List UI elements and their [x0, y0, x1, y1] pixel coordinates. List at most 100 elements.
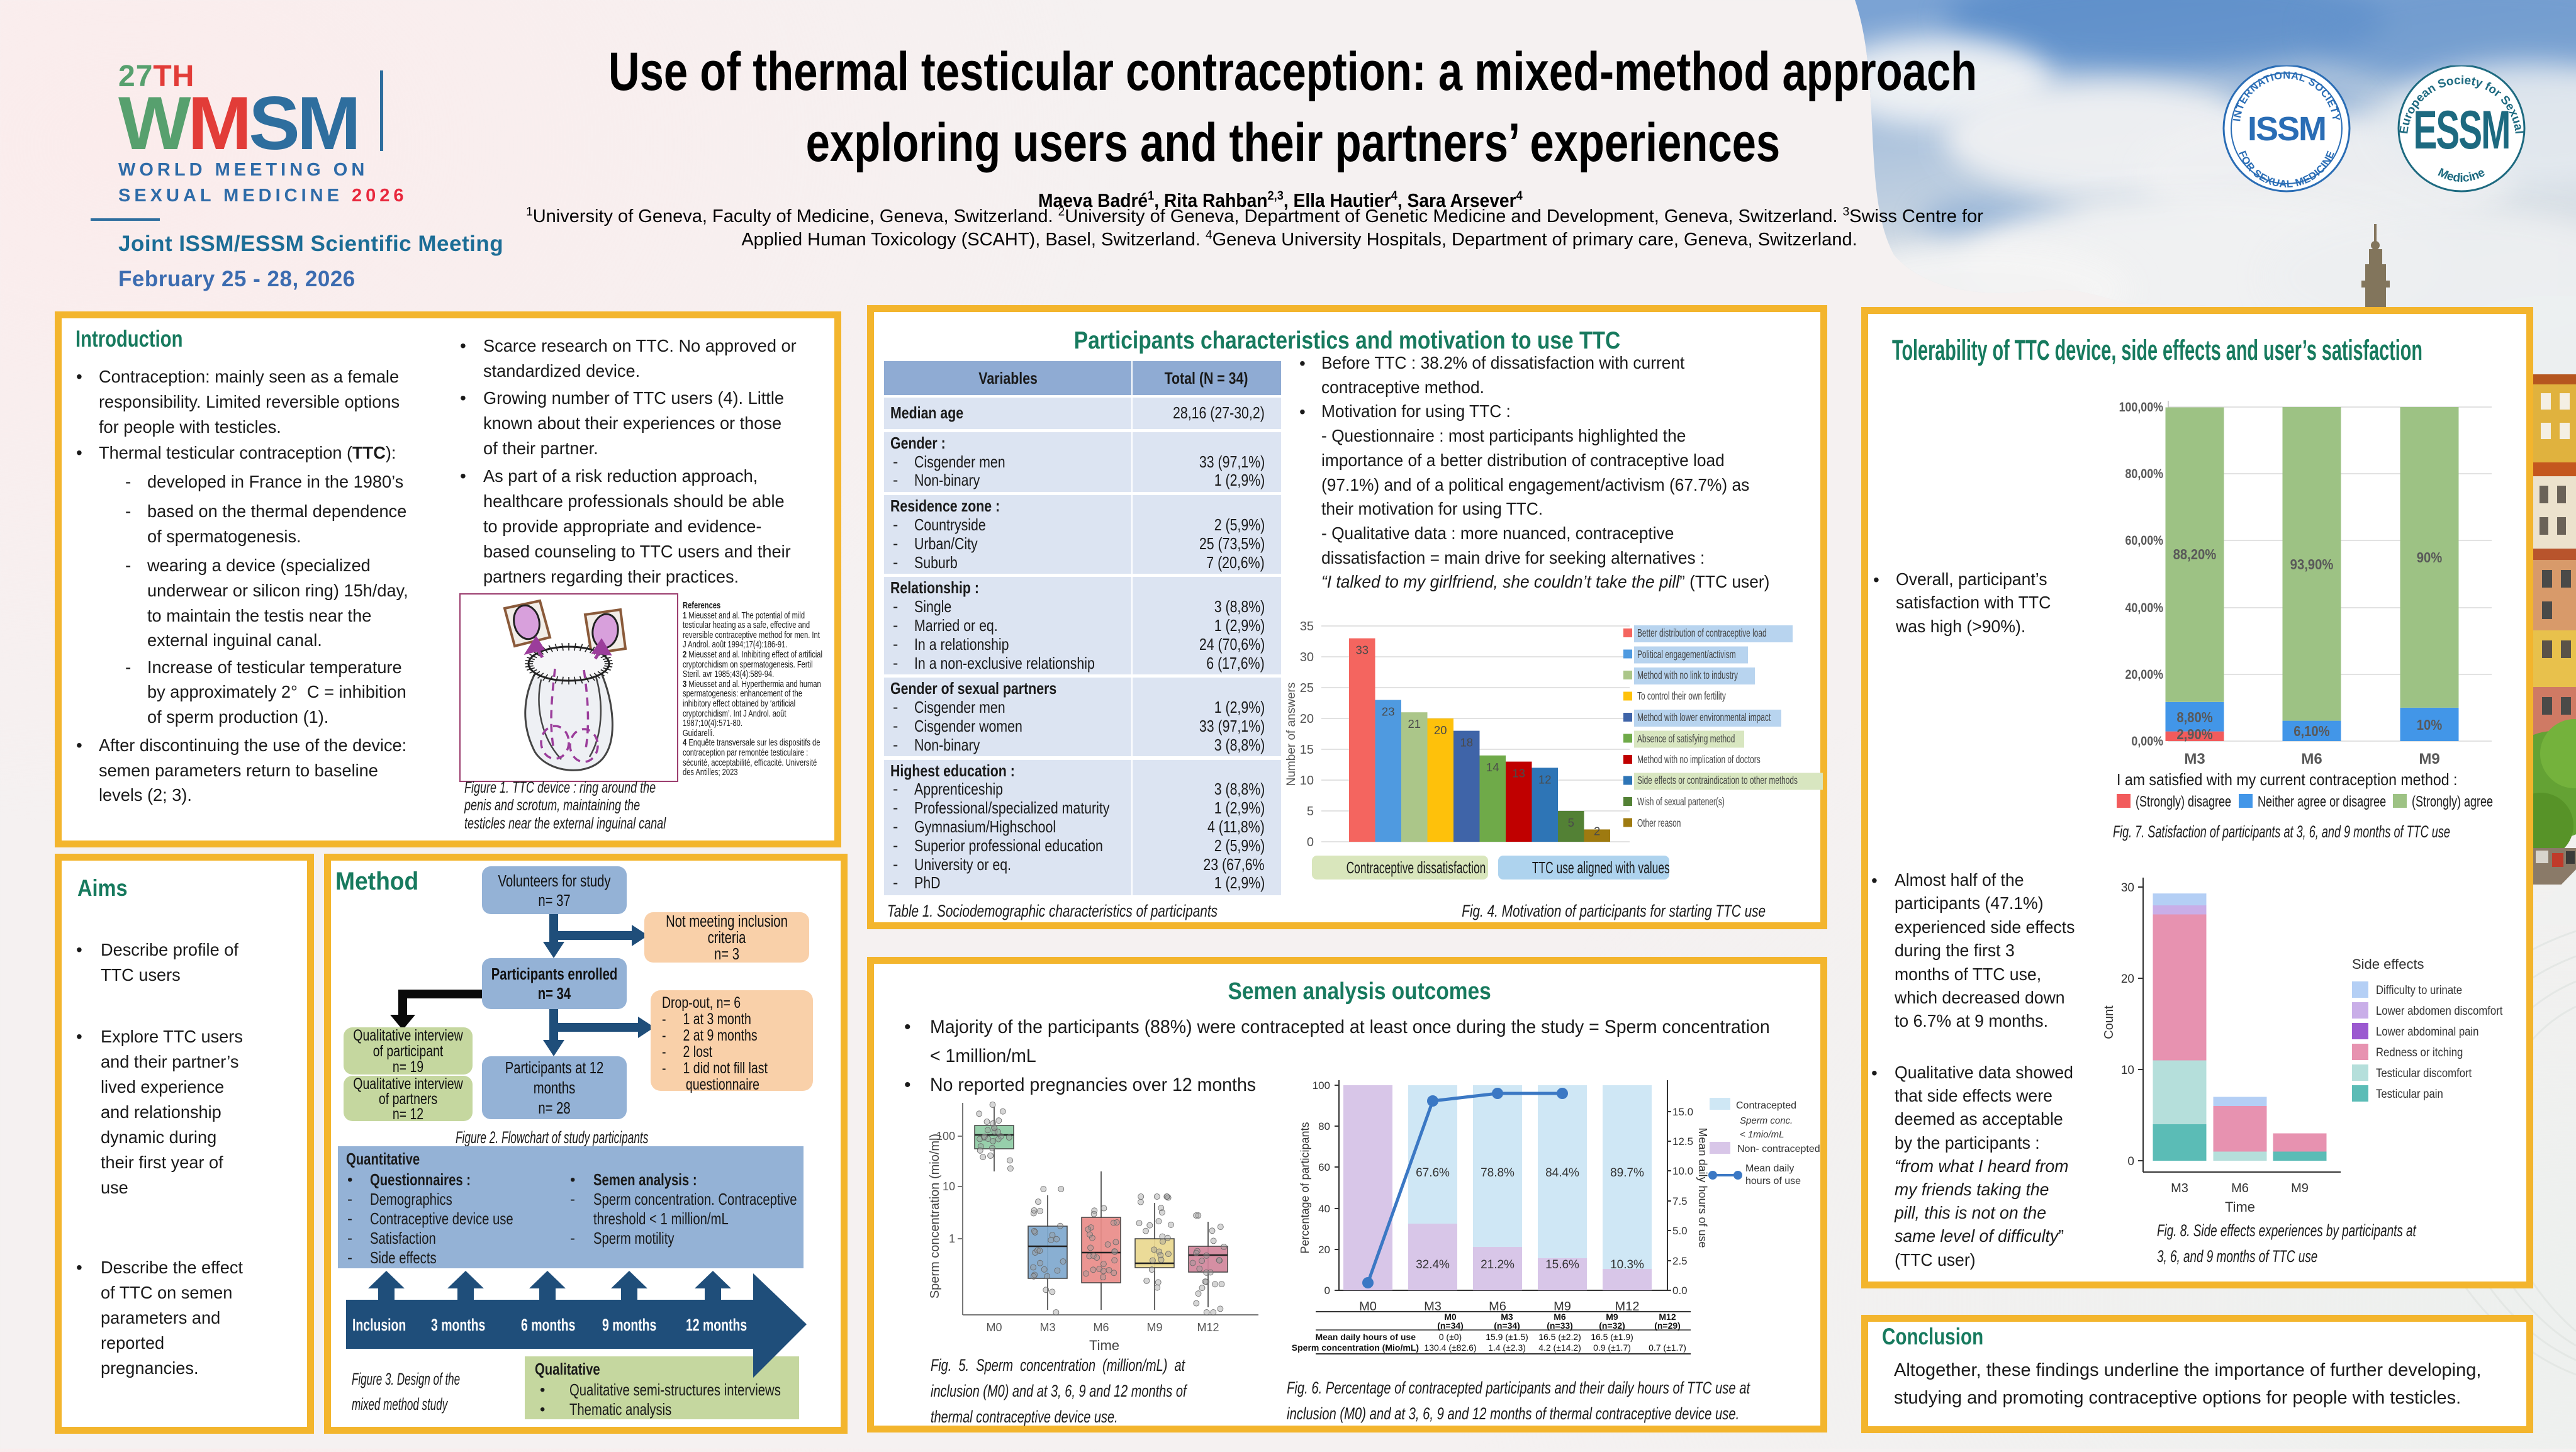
svg-text:(n=32): (n=32) [1599, 1321, 1625, 1331]
svg-text:20: 20 [1300, 712, 1314, 726]
svg-text:Time: Time [2225, 1199, 2255, 1215]
svg-text:16.5 (±2.2): 16.5 (±2.2) [1538, 1332, 1581, 1342]
svg-text:32.4%: 32.4% [1416, 1258, 1450, 1271]
svg-text:M3: M3 [1039, 1321, 1055, 1334]
svg-text:6 months: 6 months [521, 1315, 575, 1334]
svg-text:16.5 (±1.9): 16.5 (±1.9) [1591, 1332, 1633, 1342]
svg-text:78.8%: 78.8% [1481, 1166, 1515, 1180]
svg-text:100: 100 [1313, 1080, 1330, 1092]
svg-text:15.6%: 15.6% [1545, 1258, 1579, 1271]
svg-text:Qualitative interview: Qualitative interview [353, 1027, 463, 1044]
svg-text:4.2 (±14.2): 4.2 (±14.2) [1538, 1343, 1581, 1353]
svg-text:- 1 at 3 month: - 1 at 3 month [662, 1010, 751, 1028]
svg-text:90%: 90% [2417, 549, 2443, 566]
svg-text:20: 20 [2121, 973, 2134, 986]
svg-text:Non- contracepted: Non- contracepted [1737, 1144, 1820, 1154]
svg-text:0: 0 [1307, 835, 1314, 849]
svg-text:Redness or itching: Redness or itching [2376, 1046, 2463, 1059]
svg-text:5: 5 [1307, 805, 1314, 818]
svg-text:n= 28: n= 28 [538, 1099, 570, 1117]
svg-text:12: 12 [1538, 773, 1552, 786]
svg-text:Contracepted: Contracepted [1736, 1100, 1796, 1111]
svg-text:Other reason: Other reason [1637, 817, 1681, 830]
svg-text:80: 80 [1318, 1120, 1330, 1132]
svg-text:21: 21 [1408, 717, 1421, 730]
svg-text:Count: Count [2102, 1005, 2116, 1039]
svg-text:Side effects: Side effects [2352, 956, 2424, 972]
svg-text:(n=29): (n=29) [1654, 1321, 1681, 1331]
svg-text:M3: M3 [1501, 1312, 1513, 1322]
svg-text:hours of use: hours of use [1745, 1176, 1801, 1187]
svg-text:M0: M0 [1444, 1312, 1457, 1322]
svg-text:Participants at 12: Participants at 12 [505, 1059, 604, 1077]
svg-text:M0: M0 [1359, 1300, 1377, 1314]
svg-text:6,10%: 6,10% [2293, 723, 2329, 740]
svg-text:3 months: 3 months [431, 1315, 485, 1334]
svg-text:21.2%: 21.2% [1481, 1258, 1515, 1271]
svg-text:0: 0 [1324, 1285, 1330, 1297]
svg-text:M6: M6 [2231, 1181, 2249, 1195]
svg-text:M6: M6 [1554, 1312, 1566, 1322]
svg-text:M9: M9 [2291, 1181, 2309, 1195]
svg-text:(n=34): (n=34) [1494, 1321, 1520, 1331]
svg-text:ESSM: ESSM [2414, 100, 2510, 160]
svg-text:30: 30 [1300, 651, 1314, 664]
svg-text:M9: M9 [1606, 1312, 1618, 1322]
svg-text:(n=33): (n=33) [1547, 1321, 1573, 1331]
svg-text:25: 25 [1300, 681, 1314, 695]
svg-text:10%: 10% [2417, 717, 2443, 734]
svg-text:M3: M3 [2171, 1181, 2188, 1195]
svg-text:Absence of satisfying method: Absence of satisfying method [1637, 733, 1735, 746]
svg-text:20: 20 [1318, 1244, 1330, 1256]
svg-text:questionnaire: questionnaire [662, 1076, 759, 1093]
svg-text:20,00%: 20,00% [2125, 667, 2163, 683]
svg-text:Sperm concentration (Mio/mL): Sperm concentration (Mio/mL) [1292, 1343, 1419, 1353]
svg-text:- 1 did not fill last: - 1 did not fill last [662, 1059, 768, 1077]
svg-text:< 1mio/mL: < 1mio/mL [1740, 1129, 1784, 1140]
svg-text:40: 40 [1318, 1203, 1330, 1215]
svg-text:89.7%: 89.7% [1610, 1166, 1644, 1180]
svg-text:n= 34: n= 34 [538, 985, 571, 1003]
svg-text:15: 15 [1300, 743, 1314, 757]
svg-text:0.0: 0.0 [1672, 1285, 1688, 1297]
svg-text:0.7 (±1.7): 0.7 (±1.7) [1649, 1343, 1686, 1353]
svg-text:130.4 (±82.6): 130.4 (±82.6) [1424, 1343, 1476, 1353]
svg-text:12 months: 12 months [686, 1315, 747, 1334]
svg-text:Sperm concentration (mio/ml): Sperm concentration (mio/ml) [928, 1134, 942, 1298]
svg-text:8,80%: 8,80% [2176, 709, 2212, 726]
svg-text:months: months [534, 1079, 575, 1097]
svg-text:Difficulty to urinate: Difficulty to urinate [2376, 983, 2462, 997]
svg-text:13: 13 [1513, 767, 1526, 780]
svg-text:Percentage of participants: Percentage of participants [1299, 1122, 1311, 1253]
svg-text:Sperm conc.: Sperm conc. [1740, 1115, 1793, 1126]
svg-text:Time: Time [1089, 1338, 1119, 1353]
svg-text:Number of answers: Number of answers [1285, 683, 1298, 786]
svg-text:35: 35 [1300, 620, 1314, 634]
svg-text:60: 60 [1318, 1161, 1330, 1173]
svg-text:0,00%: 0,00% [2131, 734, 2163, 749]
svg-text:M6: M6 [2301, 751, 2322, 768]
svg-text:67.6%: 67.6% [1416, 1166, 1450, 1180]
svg-text:Participants enrolled: Participants enrolled [491, 965, 617, 983]
svg-text:Wish of sexual partener(s): Wish of sexual partener(s) [1637, 796, 1725, 808]
svg-text:n= 12: n= 12 [393, 1105, 423, 1123]
svg-text:M12: M12 [1197, 1321, 1219, 1334]
svg-text:12.5: 12.5 [1672, 1136, 1693, 1148]
svg-text:10.3%: 10.3% [1610, 1258, 1644, 1271]
svg-text:100,00%: 100,00% [2119, 400, 2163, 415]
svg-text:10.0: 10.0 [1672, 1165, 1693, 1177]
svg-text:7.5: 7.5 [1672, 1195, 1688, 1207]
svg-text:0 (±0): 0 (±0) [1439, 1332, 1462, 1342]
svg-text:Volunteers for study: Volunteers for study [498, 872, 610, 890]
svg-text:5: 5 [1568, 816, 1574, 829]
svg-text:of participant: of participant [373, 1042, 444, 1060]
svg-text:20: 20 [1434, 723, 1447, 737]
svg-text:14: 14 [1486, 761, 1499, 774]
svg-text:Method with lower environmenta: Method with lower environmental impact [1637, 712, 1771, 724]
svg-text:ISSM: ISSM [2248, 110, 2326, 148]
svg-text:10: 10 [943, 1180, 955, 1193]
svg-text:- 2 lost: - 2 lost [662, 1043, 713, 1061]
svg-text:10: 10 [2121, 1064, 2134, 1077]
svg-text:M9: M9 [1146, 1321, 1162, 1334]
svg-text:of partners: of partners [379, 1090, 437, 1108]
